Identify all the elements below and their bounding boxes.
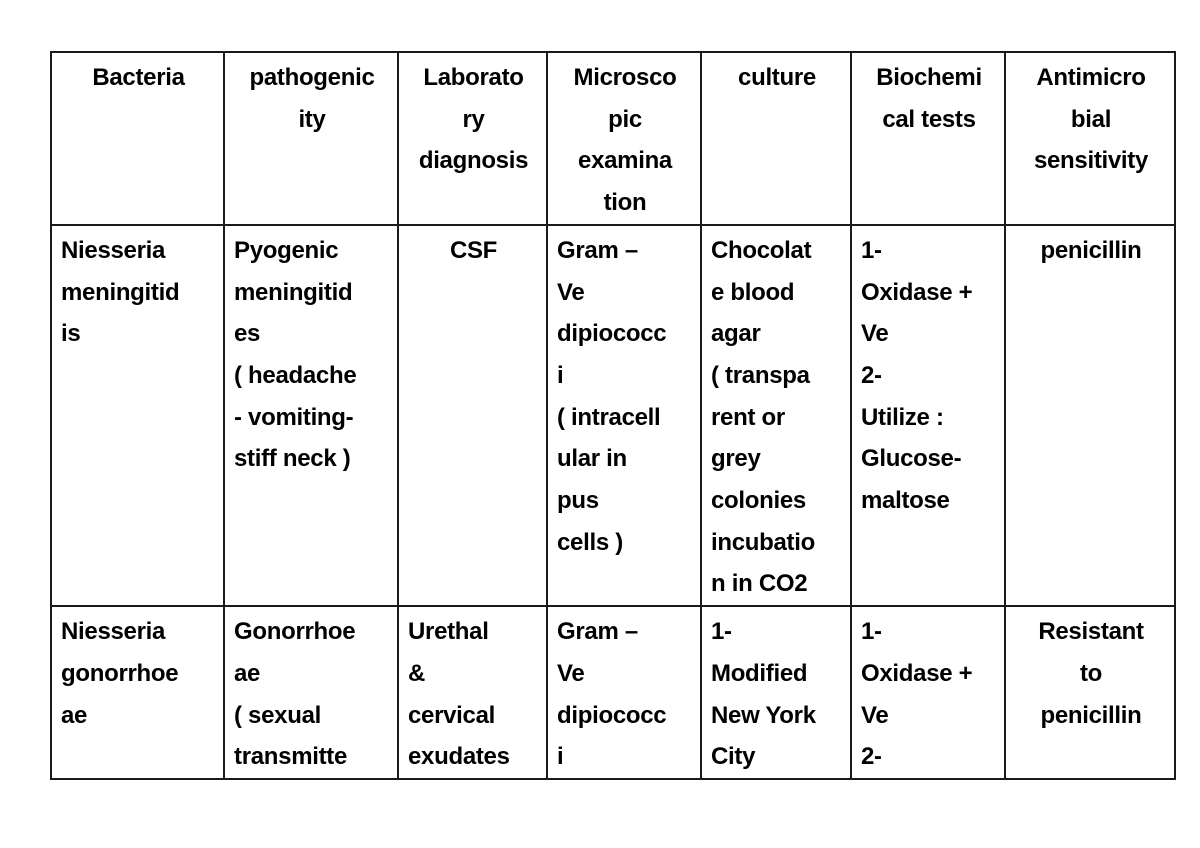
cell-culture: Chocolat e blood agar ( transpa rent or … bbox=[700, 223, 852, 608]
header-bacteria: Bacteria bbox=[50, 51, 225, 226]
header-antimicrobial-sensitivity: Antimicro bial sensitivity bbox=[1004, 51, 1176, 226]
cell-bacteria: Niesseria gonorrhoe ae bbox=[50, 605, 225, 780]
cell-microscopic-examination: Gram – Ve dipiococc i ( intracell ular i… bbox=[546, 223, 702, 608]
cell-culture: 1- Modified New York City bbox=[700, 605, 852, 780]
cell-antimicrobial-sensitivity: penicillin bbox=[1004, 223, 1176, 608]
cell-antimicrobial-sensitivity: Resistant to penicillin bbox=[1004, 605, 1176, 780]
cell-biochemical-tests: 1- Oxidase + Ve 2- bbox=[850, 605, 1006, 780]
cell-bacteria: Niesseria meningitid is bbox=[50, 223, 225, 608]
cell-pathogenicity: Pyogenic meningitid es ( headache - vomi… bbox=[223, 223, 399, 608]
table-row: Niesseria meningitid is Pyogenic meningi… bbox=[50, 223, 1176, 608]
cell-laboratory-diagnosis: CSF bbox=[397, 223, 548, 608]
cell-laboratory-diagnosis: Urethal & cervical exudates bbox=[397, 605, 548, 780]
bacteria-comparison-table: Bacteria pathogenic ity Laborato ry diag… bbox=[50, 51, 1176, 780]
table-header-row: Bacteria pathogenic ity Laborato ry diag… bbox=[50, 51, 1176, 226]
cell-pathogenicity: Gonorrhoe ae ( sexual transmitte bbox=[223, 605, 399, 780]
cell-biochemical-tests: 1- Oxidase + Ve 2- Utilize : Glucose- ma… bbox=[850, 223, 1006, 608]
header-microscopic-examination: Microsco pic examina tion bbox=[546, 51, 702, 226]
header-laboratory-diagnosis: Laborato ry diagnosis bbox=[397, 51, 548, 226]
header-pathogenicity: pathogenic ity bbox=[223, 51, 399, 226]
header-culture: culture bbox=[700, 51, 852, 226]
cell-microscopic-examination: Gram – Ve dipiococc i bbox=[546, 605, 702, 780]
header-biochemical-tests: Biochemi cal tests bbox=[850, 51, 1006, 226]
table-row: Niesseria gonorrhoe ae Gonorrhoe ae ( se… bbox=[50, 605, 1176, 780]
